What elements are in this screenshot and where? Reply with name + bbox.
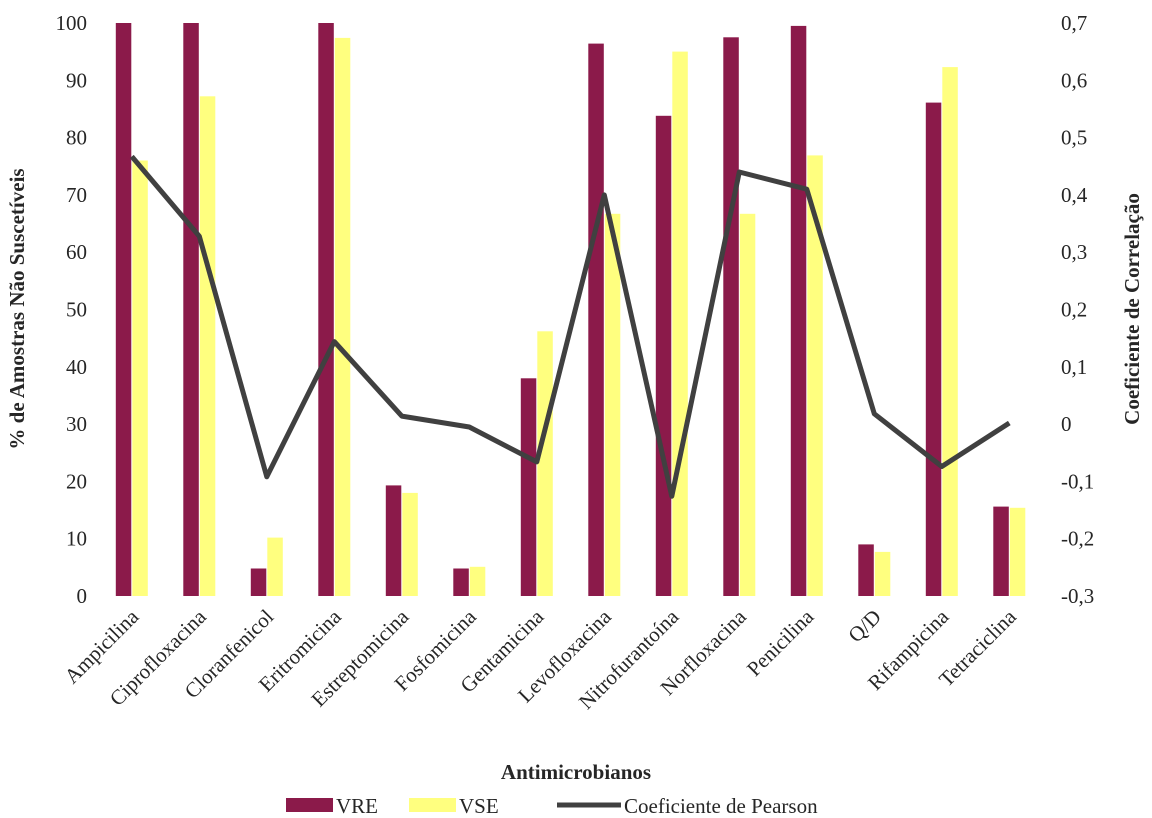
bar-vre-6 xyxy=(520,378,537,596)
y2-tick-label: -0,1 xyxy=(1061,469,1094,493)
y2-tick-label: 0,4 xyxy=(1061,183,1088,207)
y-tick-label: 30 xyxy=(66,412,87,436)
y2-axis-title: Coeficiente de Correlação xyxy=(1120,193,1144,425)
bar-vse-12 xyxy=(942,67,958,597)
bar-vre-1 xyxy=(183,23,199,596)
bar-vre-8 xyxy=(655,115,672,597)
bar-vse-10 xyxy=(807,155,823,596)
legend: VRE VSE Coeficiente de Pearson xyxy=(286,794,818,818)
bar-vse-8 xyxy=(672,51,688,597)
bar-vse-1 xyxy=(199,96,216,597)
y2-tick-label: 0 xyxy=(1061,412,1072,436)
bar-vse-9 xyxy=(739,213,756,597)
bar-vse-13 xyxy=(1009,507,1026,596)
y2-tick-label: 0,5 xyxy=(1061,126,1087,150)
bar-vre-4 xyxy=(385,485,402,596)
bar-vse-4 xyxy=(402,492,418,596)
y2-tick-label: -0,2 xyxy=(1061,527,1094,551)
bar-vre-13 xyxy=(993,506,1009,596)
y2-tick-label: 0,6 xyxy=(1061,68,1087,92)
bars-layer xyxy=(115,23,1026,597)
y-axis-right: -0,3 -0,2 -0,1 0 0,1 0,2 0,3 0,4 0,5 0,6 0,7 xyxy=(1061,11,1094,608)
legend-label-pearson: Coeficiente de Pearson xyxy=(624,794,818,818)
bar-vse-0 xyxy=(132,160,148,596)
bar-vse-6 xyxy=(537,331,553,596)
bar-vre-5 xyxy=(453,568,469,596)
y-tick-label: 50 xyxy=(66,298,87,322)
x-axis: AmpicilinaCiprofloxacinaCloranfenicolEri… xyxy=(60,604,1022,714)
y2-tick-label: 0,2 xyxy=(1061,298,1087,322)
y-tick-label: 20 xyxy=(66,469,87,493)
bar-vre-0 xyxy=(115,23,132,596)
bar-vre-2 xyxy=(250,568,267,596)
x-tick-label: Penicilina xyxy=(742,604,819,681)
x-tick-label: Q/D xyxy=(843,605,886,648)
y-axis-left: 0 10 20 30 40 50 60 70 80 90 100 xyxy=(56,11,88,608)
bar-vre-11 xyxy=(858,544,874,596)
bar-vse-7 xyxy=(604,213,621,597)
bar-vre-9 xyxy=(723,37,739,597)
bar-vre-10 xyxy=(790,25,807,596)
y2-tick-label: -0,3 xyxy=(1061,584,1094,608)
y-tick-label: 70 xyxy=(66,183,87,207)
y-tick-label: 60 xyxy=(66,240,87,264)
y-tick-label: 0 xyxy=(77,584,88,608)
bar-vre-7 xyxy=(588,43,604,597)
bar-vse-5 xyxy=(469,566,486,596)
legend-label-vse: VSE xyxy=(459,794,499,818)
y-tick-label: 100 xyxy=(56,11,88,35)
y-tick-label: 10 xyxy=(66,527,87,551)
bar-vse-2 xyxy=(267,537,283,596)
line-pearson xyxy=(129,154,1011,499)
legend-swatch-vre xyxy=(286,798,333,812)
y-tick-label: 90 xyxy=(66,68,87,92)
bar-vse-3 xyxy=(334,37,351,596)
bar-vre-12 xyxy=(925,102,942,596)
y2-tick-label: 0,1 xyxy=(1061,355,1087,379)
y-axis-title: % de Amostras Não Suscetíveis xyxy=(5,168,29,449)
bar-vse-11 xyxy=(874,551,891,596)
y-tick-label: 40 xyxy=(66,355,87,379)
line-layer xyxy=(129,154,1011,499)
bar-vre-3 xyxy=(318,23,334,596)
x-axis-title: Antimicrobianos xyxy=(501,760,651,784)
legend-label-vre: VRE xyxy=(336,794,378,818)
y2-tick-label: 0,3 xyxy=(1061,240,1087,264)
legend-swatch-vse xyxy=(409,798,456,812)
y-tick-label: 80 xyxy=(66,126,87,150)
y2-tick-label: 0,7 xyxy=(1061,11,1087,35)
